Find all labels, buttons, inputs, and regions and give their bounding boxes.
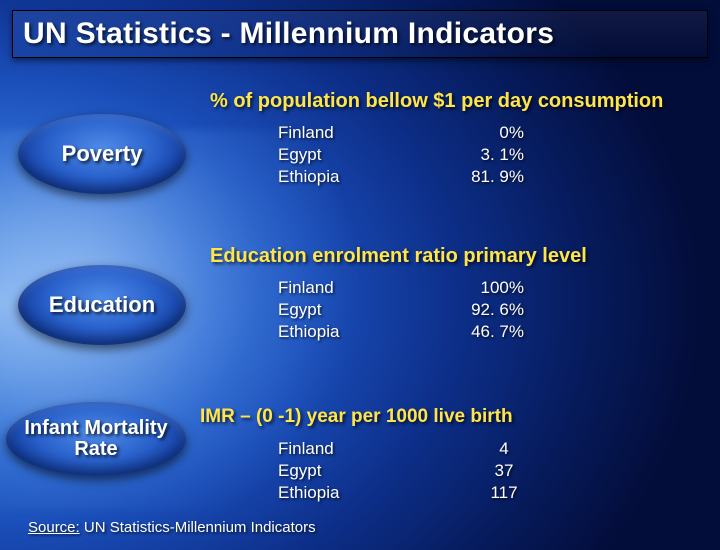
poverty-label: Poverty (62, 142, 143, 165)
country-cell: Egypt (278, 299, 444, 321)
value-cell: 117 (474, 482, 534, 504)
country-cell: Ethiopia (278, 166, 444, 188)
value-cell: 3. 1% (444, 144, 524, 166)
country-cell: Finland (278, 122, 444, 144)
country-cell: Egypt (278, 144, 444, 166)
table-row: Ethiopia 81. 9% (278, 166, 524, 188)
poverty-heading: % of population bellow $1 per day consum… (210, 90, 663, 113)
imr-label: Infant Mortality Rate (6, 418, 186, 460)
table-row: Finland 100% (278, 277, 524, 299)
education-label: Education (49, 293, 155, 316)
table-row: Ethiopia 46. 7% (278, 321, 524, 343)
value-cell: 4 (474, 438, 534, 460)
value-cell: 92. 6% (444, 299, 524, 321)
value-cell: 100% (444, 277, 524, 299)
imr-data: Finland 4 Egypt 37 Ethiopia 117 (278, 438, 534, 503)
value-cell: 81. 9% (444, 166, 524, 188)
country-cell: Ethiopia (278, 321, 444, 343)
page-title: UN Statistics - Millennium Indicators (23, 17, 697, 51)
education-heading: Education enrolment ratio primary level (210, 245, 587, 268)
country-cell: Egypt (278, 460, 444, 482)
value-cell: 0% (444, 122, 524, 144)
title-bar: UN Statistics - Millennium Indicators (12, 10, 708, 58)
country-cell: Finland (278, 277, 444, 299)
poverty-ellipse: Poverty (18, 114, 186, 194)
imr-heading: IMR – (0 -1) year per 1000 live birth (200, 406, 513, 428)
table-row: Egypt 92. 6% (278, 299, 524, 321)
table-row: Finland 0% (278, 122, 524, 144)
value-cell: 37 (474, 460, 534, 482)
source-line: Source: UN Statistics-Millennium Indicat… (28, 519, 316, 536)
imr-ellipse: Infant Mortality Rate (6, 402, 186, 476)
education-data: Finland 100% Egypt 92. 6% Ethiopia 46. 7… (278, 277, 524, 342)
table-row: Egypt 3. 1% (278, 144, 524, 166)
table-row: Ethiopia 117 (278, 482, 534, 504)
country-cell: Ethiopia (278, 482, 444, 504)
poverty-data: Finland 0% Egypt 3. 1% Ethiopia 81. 9% (278, 122, 524, 187)
source-text: UN Statistics-Millennium Indicators (80, 519, 316, 536)
country-cell: Finland (278, 438, 444, 460)
table-row: Egypt 37 (278, 460, 534, 482)
value-cell: 46. 7% (444, 321, 524, 343)
source-label: Source: (28, 519, 80, 536)
education-ellipse: Education (18, 265, 186, 345)
table-row: Finland 4 (278, 438, 534, 460)
